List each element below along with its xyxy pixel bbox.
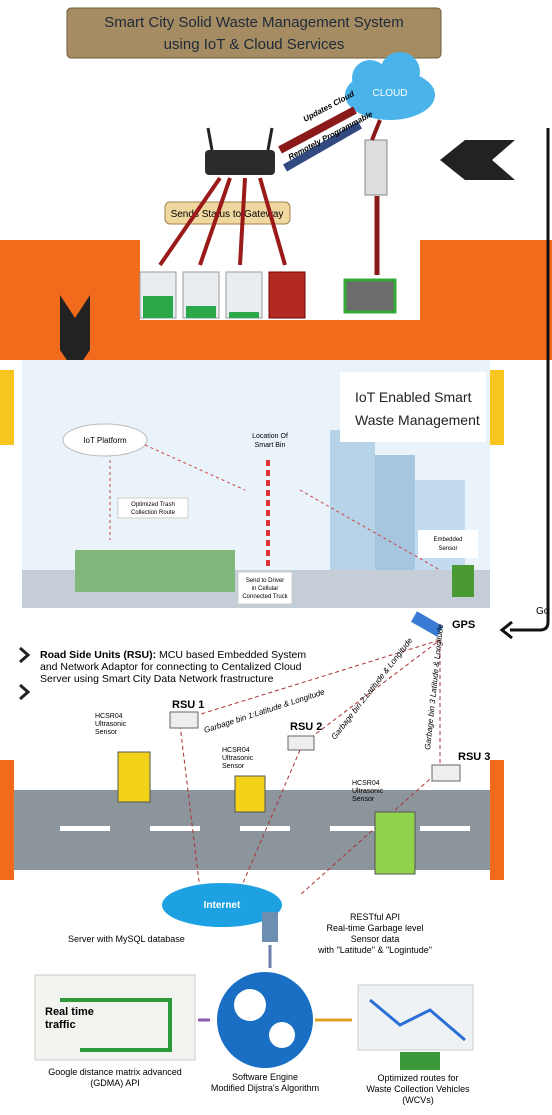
gdma-label: Google distance matrix advanced (48, 1067, 182, 1077)
traffic-label: traffic (45, 1019, 76, 1031)
edge-label: Go (536, 606, 550, 617)
cloud-label: CLOUD (372, 88, 407, 99)
iot-title: Waste Management (355, 412, 480, 428)
cloud: CLOUD (345, 52, 435, 120)
orange-strip (490, 760, 504, 880)
traffic-label: Real time (45, 1006, 94, 1018)
api-label: RESTful API (350, 912, 400, 922)
database (262, 912, 278, 942)
api-label: Real-time Garbage level (326, 923, 423, 933)
server-label: Server with MySQL database (68, 934, 185, 944)
sensor-label: Sensor (222, 763, 245, 770)
sensor-label: Sensor (352, 796, 375, 803)
link-label: Garbage bin 3 Latitude & Longitude (423, 623, 445, 750)
status-label: Sends Status to Gateway (171, 209, 284, 220)
engine-label: Software Engine (232, 1072, 298, 1082)
truck (345, 280, 395, 312)
internet-label: Internet (204, 900, 241, 911)
rsu-1: RSU 1 HCSR04 Ultrasonic Sensor (95, 699, 204, 802)
iot-title: IoT Enabled Smart (355, 389, 472, 405)
truck (75, 550, 235, 592)
bins (140, 272, 305, 318)
rsu-heading: Road Side Units (RSU): (40, 649, 156, 661)
building (375, 455, 415, 570)
rsu-text: and Network Adaptor for connecting to Ce… (40, 661, 302, 673)
title: using IoT & Cloud Services (164, 36, 345, 53)
sensor-label: Ultrasonic (352, 788, 384, 795)
iot-label: Collection Route (131, 510, 176, 516)
rsu-label: RSU 2 (290, 721, 322, 733)
flow-line (510, 128, 548, 630)
smart-bin (452, 565, 474, 597)
iot-label: Send to Driver (246, 578, 284, 584)
building (330, 430, 375, 570)
gateway (205, 150, 275, 175)
rsu-label: RSU 1 (172, 699, 204, 711)
arrow (372, 120, 380, 140)
sensor-label: Sensor (95, 729, 118, 736)
antenna (268, 128, 272, 150)
routes-label: Waste Collection Vehicles (366, 1084, 470, 1094)
arrow-label: Updates Cloud (302, 89, 357, 124)
sensor-label: Ultrasonic (222, 755, 254, 762)
iot-label: Location Of (252, 433, 288, 440)
link-label: Garbage bin 2:Latitude & Longitude (329, 636, 414, 742)
sensor-label: HCSR04 (352, 780, 380, 787)
infographic: Smart City Solid Waste Management System… (0, 0, 552, 1115)
title: Smart City Solid Waste Management System (104, 14, 404, 31)
gdma-label: (GDMA) API (90, 1078, 140, 1088)
sensor-label: Ultrasonic (95, 721, 127, 728)
sensor-label: HCSR04 (95, 713, 123, 720)
gps-label: GPS (452, 619, 475, 631)
rsu-description: Road Side Units (RSU): MCU based Embedde… (40, 649, 306, 661)
api-label: Sensor data (351, 934, 400, 944)
sensor-label: HCSR04 (222, 747, 250, 754)
engine-label: Modified Dijstra's Algorithm (211, 1083, 319, 1093)
iot-label: Smart Bin (255, 442, 286, 449)
rsu-text: MCU based Embedded System (159, 649, 306, 661)
iot-title-box (340, 372, 486, 442)
iot-label: Sensor (438, 546, 457, 552)
iot-label: Connected Truck (242, 594, 288, 600)
server (365, 140, 387, 195)
chevron (440, 140, 515, 180)
orange-strip (0, 760, 14, 880)
chevron (20, 648, 28, 699)
rsu-text: Server using Smart City Data Network fra… (40, 673, 274, 685)
routes-label: Optimized routes for (377, 1073, 458, 1083)
gear (269, 1022, 295, 1048)
gear (234, 989, 266, 1021)
api-label: with "Latitude" & "Logintude" (317, 945, 432, 955)
yellow-strip (0, 370, 14, 445)
routes-label: (WCVs) (402, 1095, 434, 1105)
sensor-box (418, 530, 478, 558)
iot-label: Optimized Trash (131, 502, 175, 508)
iot-label: IoT Platform (83, 436, 127, 445)
antenna (208, 128, 212, 150)
iot-label: Embedded (433, 537, 462, 543)
iot-label: in Cellular (252, 586, 279, 592)
engine (217, 972, 313, 1068)
truck (400, 1052, 440, 1070)
yellow-strip (490, 370, 504, 445)
rsu-label: RSU 3 (458, 751, 490, 763)
